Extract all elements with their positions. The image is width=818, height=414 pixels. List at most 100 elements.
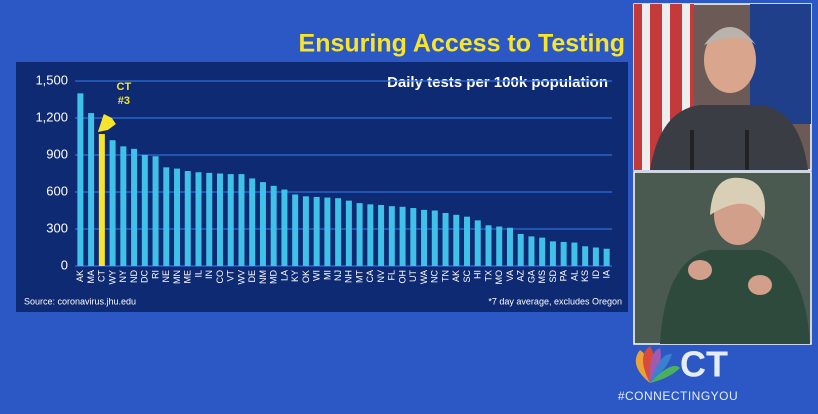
y-tick-label: 900 <box>46 146 68 161</box>
annotation-arrow <box>97 114 116 133</box>
bar <box>174 168 181 266</box>
x-tick-label: GA <box>526 270 536 283</box>
bar <box>216 173 223 266</box>
x-tick-label: CO <box>215 270 225 284</box>
x-tick-label: MA <box>86 270 96 284</box>
x-tick-label: DC <box>140 270 150 283</box>
bar <box>77 93 84 266</box>
chart-subtitle: Daily tests per 100k population <box>387 74 608 91</box>
y-tick-label: 300 <box>46 220 68 235</box>
x-tick-label: TX <box>483 270 493 282</box>
logo-text: CT <box>680 344 728 385</box>
slide-title: Ensuring Access to Testing <box>299 30 625 58</box>
x-tick-label: ME <box>183 270 193 284</box>
bar <box>582 246 589 266</box>
bar <box>410 208 417 266</box>
x-tick-label: NC <box>430 270 440 283</box>
bar <box>131 148 138 266</box>
chart-panel <box>16 62 628 312</box>
x-tick-label: WY <box>107 270 117 285</box>
bar <box>453 214 460 266</box>
x-tick-label: KS <box>580 270 590 282</box>
bar <box>335 198 342 266</box>
bar <box>249 178 256 266</box>
bar <box>378 204 385 266</box>
x-tick-label: UT <box>408 270 418 282</box>
bar <box>571 242 578 266</box>
bar <box>227 174 234 266</box>
bar <box>474 220 481 266</box>
y-tick-label: 0 <box>61 257 68 272</box>
x-tick-label: WI <box>312 270 322 281</box>
x-tick-label: NE <box>161 270 171 283</box>
video-speaker <box>633 3 812 171</box>
bar <box>120 146 127 266</box>
bar <box>88 113 95 266</box>
bar <box>464 216 471 266</box>
bar <box>485 225 492 266</box>
x-tick-label: MT <box>354 270 364 283</box>
x-tick-label: AL <box>569 270 579 281</box>
bar <box>313 196 320 266</box>
bar <box>281 189 288 266</box>
bar <box>206 172 213 266</box>
x-tick-label: AK <box>75 270 85 282</box>
bar <box>367 204 374 266</box>
bar <box>528 236 535 266</box>
bar <box>259 182 266 266</box>
x-tick-label: MD <box>269 270 279 284</box>
y-tick-label: 600 <box>46 183 68 198</box>
bar <box>184 171 191 266</box>
bar <box>324 197 331 266</box>
x-tick-label: LA <box>279 270 289 281</box>
x-tick-label: OH <box>397 270 407 284</box>
x-tick-label: PA <box>559 270 569 281</box>
annotation-text: CT <box>117 81 132 93</box>
bar <box>442 212 449 266</box>
annotation-text: #3 <box>118 95 130 107</box>
x-tick-label: NH <box>344 270 354 283</box>
x-tick-label: KY <box>290 270 300 282</box>
bar <box>302 196 309 266</box>
x-tick-label: MS <box>537 270 547 284</box>
bar <box>98 134 105 266</box>
bar <box>141 155 148 266</box>
x-tick-label: WV <box>236 270 246 285</box>
x-tick-label: WA <box>419 270 429 284</box>
x-tick-label: VA <box>505 270 515 281</box>
x-tick-label: IN <box>204 270 214 279</box>
footnote: *7 day average, excludes Oregon <box>488 296 622 306</box>
source: Source: coronavirus.jhu.edu <box>24 296 136 306</box>
x-tick-label: SC <box>462 270 472 283</box>
x-tick-label: SD <box>548 270 558 283</box>
bar <box>517 233 524 266</box>
y-tick-label: 1,200 <box>35 109 68 124</box>
x-tick-label: IL <box>193 270 203 278</box>
bar <box>603 248 610 266</box>
x-tick-label: RI <box>150 270 160 279</box>
bar <box>549 241 556 266</box>
y-tick-label: 1,500 <box>35 72 68 87</box>
bar <box>431 210 438 266</box>
x-tick-label: TN <box>440 270 450 282</box>
bar <box>356 203 363 266</box>
x-tick-label: DE <box>247 270 257 283</box>
x-tick-label: NY <box>118 270 128 283</box>
bar <box>496 226 503 266</box>
bar <box>270 185 277 266</box>
bar <box>592 247 599 266</box>
x-tick-label: MO <box>494 270 504 285</box>
logo: CT #CONNECTINGYOU <box>618 344 738 404</box>
bar <box>238 174 245 266</box>
bar <box>345 200 352 266</box>
x-tick-label: OK <box>301 270 311 283</box>
x-tick-label: NM <box>258 270 268 284</box>
bar <box>195 172 202 266</box>
logo-hashtag: #CONNECTINGYOU <box>618 389 738 403</box>
x-tick-label: MI <box>322 270 332 280</box>
x-tick-label: HI <box>473 270 483 279</box>
x-tick-label: NV <box>376 270 386 283</box>
x-tick-label: NJ <box>333 270 343 281</box>
bar <box>109 140 116 266</box>
